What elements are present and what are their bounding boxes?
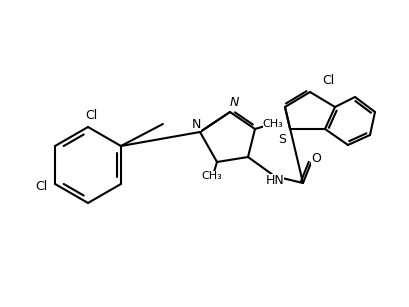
Text: CH₃: CH₃ [202,171,222,181]
Text: O: O [311,151,321,165]
Text: CH₃: CH₃ [263,119,283,129]
Text: Cl: Cl [35,181,47,193]
Text: Cl: Cl [322,73,334,87]
Text: S: S [278,133,286,146]
Text: Cl: Cl [85,108,97,122]
Text: N: N [191,118,201,130]
Text: N: N [229,95,239,108]
Text: HN: HN [265,173,284,186]
